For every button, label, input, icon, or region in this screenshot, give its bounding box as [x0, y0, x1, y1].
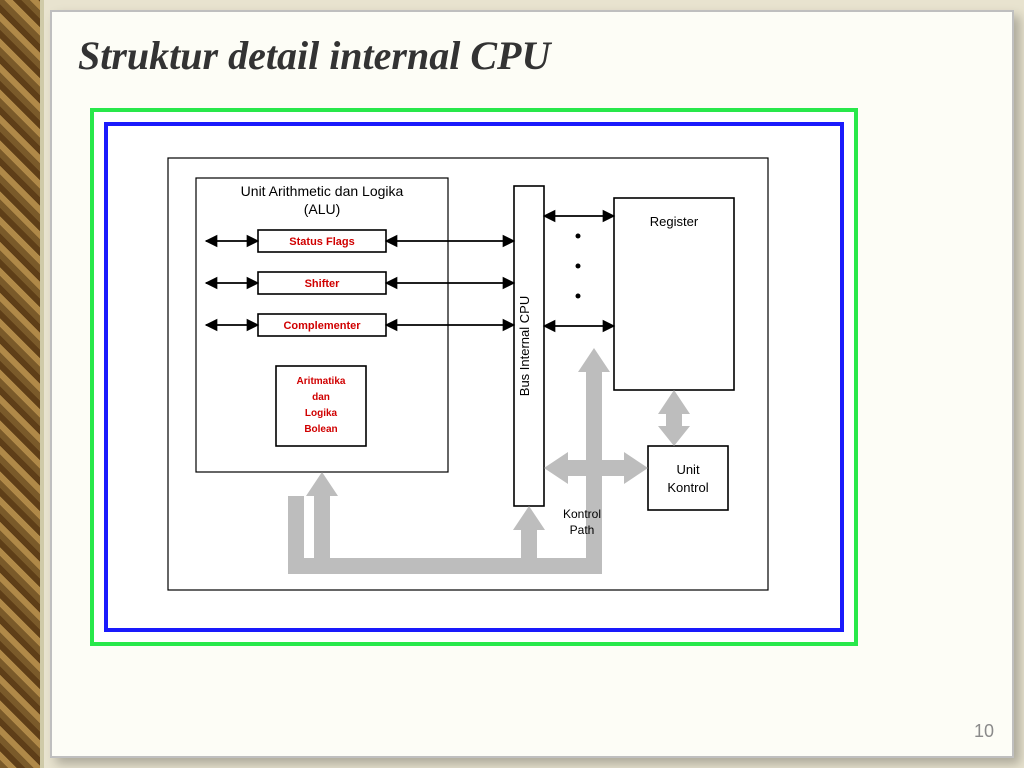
bool-line1: Aritmatika	[297, 376, 346, 387]
shifter-label: Shifter	[305, 278, 341, 290]
slide-frame: Struktur detail internal CPU 10 Unit Ari…	[50, 10, 1014, 758]
bus-label: Bus Internal CPU	[517, 296, 532, 396]
register-label: Register	[650, 214, 699, 229]
status-flags-label: Status Flags	[289, 236, 354, 248]
alu-item-shifter: Shifter	[258, 272, 386, 294]
alu-item-complementer: Complementer	[258, 314, 386, 336]
complementer-label: Complementer	[283, 320, 361, 332]
bool-line3: Logika	[305, 408, 338, 419]
alu-title-line2: (ALU)	[304, 201, 341, 217]
diagram-outer-blue: Unit Arithmetic dan Logika (ALU) Status …	[104, 122, 844, 632]
kontrol-path-line1: Kontrol	[563, 507, 601, 521]
alu-item-status-flags: Status Flags	[258, 230, 386, 252]
kontrol-path-line2: Path	[570, 523, 595, 537]
unit-kontrol-line2: Kontrol	[667, 480, 708, 495]
slide-title: Struktur detail internal CPU	[78, 32, 550, 79]
diagram-outer-green: Unit Arithmetic dan Logika (ALU) Status …	[90, 108, 858, 646]
bool-line4: Bolean	[304, 424, 337, 435]
decorative-left-strip	[0, 0, 44, 768]
page-number: 10	[974, 721, 994, 742]
alu-title-line1: Unit Arithmetic dan Logika	[241, 183, 404, 199]
unit-kontrol-box	[648, 446, 728, 510]
alu-item-boolean: Aritmatika dan Logika Bolean	[276, 366, 366, 446]
bool-line2: dan	[312, 392, 330, 403]
unit-kontrol-line1: Unit	[676, 462, 700, 477]
cpu-diagram: Unit Arithmetic dan Logika (ALU) Status …	[108, 126, 830, 618]
ellipsis-dots	[576, 234, 581, 299]
